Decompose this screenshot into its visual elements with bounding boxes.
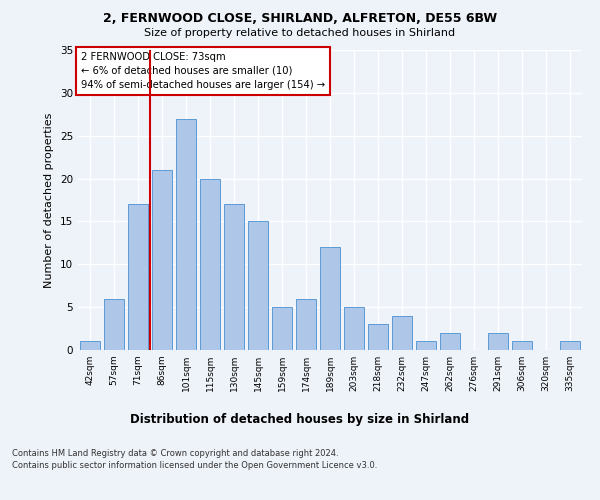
Bar [104,298,124,350]
Y-axis label: Number of detached properties: Number of detached properties [44,112,55,288]
Bar [560,342,580,350]
Bar [512,342,532,350]
Text: Contains HM Land Registry data © Crown copyright and database right 2024.: Contains HM Land Registry data © Crown c… [12,448,338,458]
Text: Size of property relative to detached houses in Shirland: Size of property relative to detached ho… [145,28,455,38]
Bar [440,333,460,350]
Bar [320,247,340,350]
Bar [248,222,268,350]
Text: Distribution of detached houses by size in Shirland: Distribution of detached houses by size … [130,412,470,426]
Bar [488,333,508,350]
Bar [128,204,148,350]
Bar [200,178,220,350]
Bar [416,342,436,350]
Bar [176,118,196,350]
Bar [272,307,292,350]
Bar [80,342,100,350]
Bar [152,170,172,350]
Text: Contains public sector information licensed under the Open Government Licence v3: Contains public sector information licen… [12,461,377,470]
Bar [344,307,364,350]
Bar [224,204,244,350]
Text: 2, FERNWOOD CLOSE, SHIRLAND, ALFRETON, DE55 6BW: 2, FERNWOOD CLOSE, SHIRLAND, ALFRETON, D… [103,12,497,26]
Text: 2 FERNWOOD CLOSE: 73sqm
← 6% of detached houses are smaller (10)
94% of semi-det: 2 FERNWOOD CLOSE: 73sqm ← 6% of detached… [80,52,325,90]
Bar [392,316,412,350]
Bar [296,298,316,350]
Bar [368,324,388,350]
